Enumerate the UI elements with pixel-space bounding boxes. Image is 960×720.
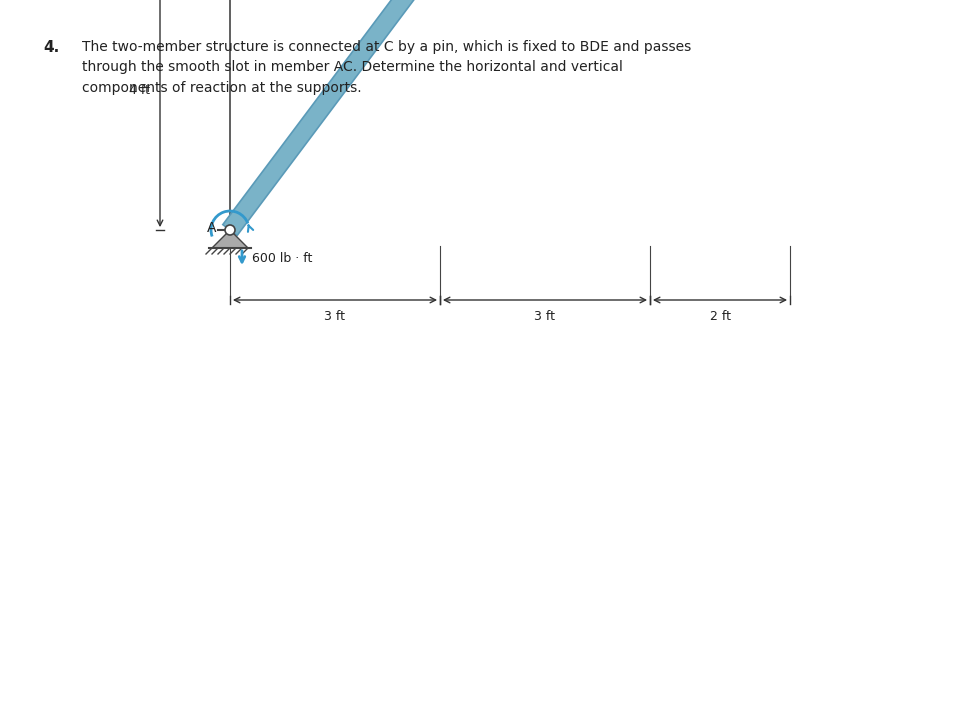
Text: 3 ft: 3 ft	[535, 310, 556, 323]
Text: 4.: 4.	[43, 40, 60, 55]
Text: 3 ft: 3 ft	[324, 310, 346, 323]
Circle shape	[225, 225, 235, 235]
Polygon shape	[223, 0, 447, 235]
Polygon shape	[212, 230, 248, 248]
Text: A: A	[206, 221, 216, 235]
Text: 600 lb · ft: 600 lb · ft	[252, 251, 312, 264]
Text: The two-member structure is connected at C by a pin, which is fixed to BDE and p: The two-member structure is connected at…	[82, 40, 691, 95]
Text: 4 ft: 4 ft	[129, 84, 150, 96]
Text: 2 ft: 2 ft	[709, 310, 731, 323]
